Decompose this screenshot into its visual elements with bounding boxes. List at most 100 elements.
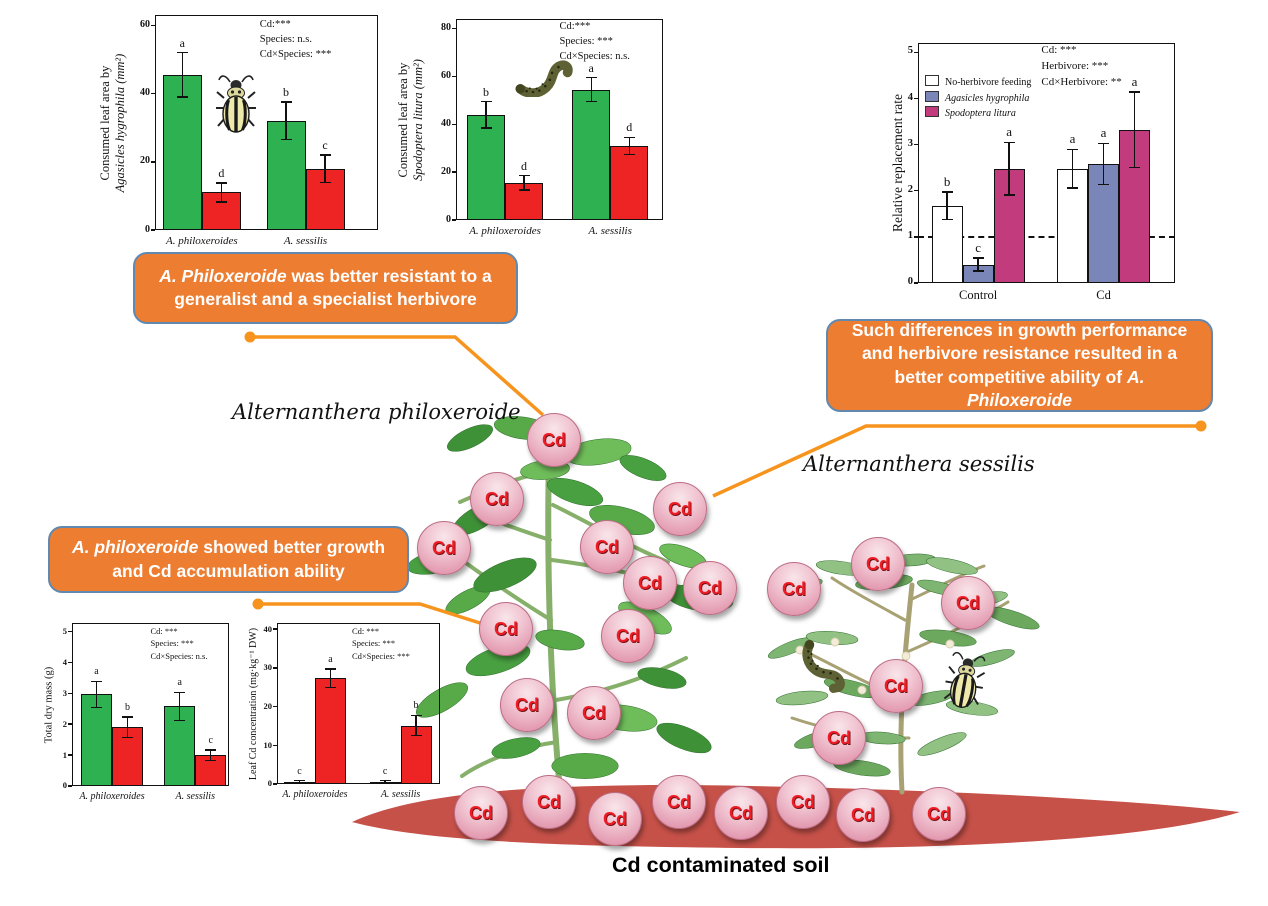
cd-ball: Cd [812, 711, 866, 765]
bar [162, 74, 202, 230]
plot-frame [456, 19, 663, 220]
y-tick-mark [273, 667, 277, 669]
cd-ball: Cd [683, 561, 737, 615]
stats-line: Cd×Species: *** [259, 49, 332, 61]
bar [572, 89, 611, 220]
chart-consumed-leaf-area-agasicles: 0 20 40 60 A. philoxeroides a d A. sessilis b c Cd… [95, 0, 387, 256]
y-tick-mark [68, 661, 72, 664]
error-bar [285, 102, 287, 140]
cd-ball: Cd [767, 562, 821, 616]
bar [467, 114, 506, 220]
sig-letter: a [328, 654, 333, 666]
y-tick-label: 0 [446, 213, 451, 225]
y-tick-mark [151, 161, 155, 163]
error-bar-cap [324, 668, 336, 670]
error-bar [126, 717, 129, 738]
error-bar-cap [1067, 187, 1079, 189]
error-bar-cap [91, 706, 103, 708]
error-bar [324, 154, 326, 183]
sig-letter: d [521, 158, 528, 173]
error-bar-cap [122, 736, 134, 739]
stats-line: Species: *** [559, 36, 613, 48]
y-tick-mark [68, 785, 72, 787]
legend-item: Spodoptera litura [925, 106, 1031, 122]
cd-ball-label: Cd [956, 592, 980, 613]
y-tick-mark [452, 171, 456, 173]
error-bar-cap [174, 719, 186, 721]
legend-swatch [925, 90, 939, 102]
error-bar-cap [972, 257, 984, 259]
x-category-label: A. philoxeroides [282, 789, 348, 800]
cd-ball-label: Cd [485, 488, 509, 509]
ylabel-line: Consumed leaf area by [396, 62, 410, 177]
y-tick-mark [914, 236, 918, 238]
error-bar [485, 101, 487, 128]
x-category-label: A. sessilis [380, 789, 421, 800]
error-bar-cap [1129, 91, 1141, 93]
x-category-label: Control [959, 288, 998, 302]
sig-letter: c [297, 765, 302, 777]
error-bar [1102, 143, 1105, 185]
bar [610, 145, 649, 220]
y-tick-label: 1 [907, 230, 913, 242]
stats-text: Cd: *** Species: *** Cd×Species: *** [352, 625, 410, 662]
error-bar-cap [215, 182, 227, 184]
axis-label-y: Total dry mass (g) [44, 623, 57, 786]
callout-competitive-ability: Such differences in growth performance a… [826, 319, 1213, 412]
stats-line: Cd:*** [559, 21, 591, 32]
cd-ball-label: Cd [469, 802, 493, 823]
y-tick-label: 0 [907, 276, 913, 288]
legend-swatch [925, 106, 939, 117]
stats-line: Cd×Species: n.s. [150, 650, 208, 661]
beetle-icon [215, 72, 257, 134]
sig-letter: b [943, 174, 951, 190]
plot-frame [918, 43, 1175, 283]
y-tick-mark [914, 143, 918, 146]
plot-frame [72, 623, 229, 786]
stats-line: Cd: *** [351, 626, 380, 636]
cd-ball: Cd [652, 775, 706, 829]
legend-swatch [925, 75, 939, 86]
sig-letter: b [413, 700, 419, 712]
cd-ball: Cd [454, 786, 508, 840]
y-tick-label: 40 [263, 623, 273, 634]
cd-ball-label: Cd [698, 577, 722, 598]
y-tick-label: 0 [145, 223, 150, 235]
bar [81, 694, 113, 786]
y-tick-label: 80 [441, 22, 451, 34]
cd-ball: Cd [500, 678, 554, 732]
cd-ball-label: Cd [494, 618, 518, 639]
x-category-label: A. philoxeroides [469, 225, 541, 237]
x-category-label: A. sessilis [588, 225, 632, 237]
cd-ball: Cd [588, 792, 642, 846]
error-bar-cap [122, 716, 134, 718]
x-category-label: Cd [1096, 288, 1111, 302]
cd-ball-label: Cd [927, 803, 951, 824]
cd-ball: Cd [601, 609, 655, 663]
y-tick-mark [914, 189, 918, 192]
error-bar-cap [91, 680, 103, 682]
stats-line: Cd:*** [259, 19, 291, 30]
sig-letter: a [94, 666, 99, 678]
plot-frame [277, 623, 440, 784]
ylabel-line: Relative replacement rate [889, 94, 905, 232]
y-tick-label: 2 [62, 718, 67, 729]
axis-label-y: Consumed leaf area by Spodoptera litura (… [396, 19, 426, 220]
y-tick-label: 20 [263, 701, 273, 712]
error-bar-cap [941, 219, 953, 221]
sig-letter: b [483, 84, 490, 99]
error-bar [523, 175, 525, 191]
stats-text: Cd:*** Species: *** Cd×Species: n.s. [560, 19, 630, 65]
error-bar-cap [972, 270, 984, 272]
y-tick-mark [452, 27, 456, 30]
sig-letter: a [1006, 124, 1013, 140]
cd-ball-label: Cd [729, 802, 753, 823]
sig-letter: b [125, 702, 131, 714]
callout-growth-cd-accumulation: A. philoxeroide showed better growth and… [48, 526, 409, 593]
cd-ball-label: Cd [537, 791, 561, 812]
stats-line: Cd×Herbivore: ** [1041, 75, 1122, 88]
y-tick-label: 4 [62, 656, 67, 667]
stats-line: Cd×Species: n.s. [559, 51, 630, 63]
y-tick-label: 0 [62, 780, 67, 791]
y-tick-mark [452, 75, 456, 78]
